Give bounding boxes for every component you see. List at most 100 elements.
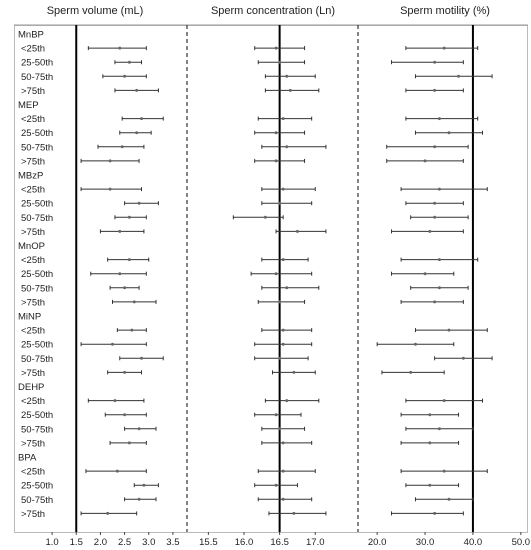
- point-estimate: [437, 187, 441, 191]
- point-estimate: [437, 117, 441, 121]
- point-estimate: [447, 131, 451, 135]
- point-estimate: [447, 497, 451, 501]
- point-estimate: [132, 300, 136, 304]
- panel-3: Sperm motility (%) 20.0 30.0 40.0 50.0: [357, 5, 531, 548]
- point-estimate: [409, 370, 413, 374]
- point-estimate: [274, 272, 278, 276]
- point-estimate: [281, 117, 285, 121]
- point-estimate: [292, 370, 296, 374]
- point-estimate: [274, 483, 278, 487]
- row-label: 25-50th: [21, 481, 53, 492]
- point-estimate: [457, 74, 461, 78]
- point-estimate: [278, 356, 282, 360]
- point-estimate: [433, 511, 437, 515]
- point-estimate: [274, 46, 278, 50]
- point-estimate: [281, 187, 285, 191]
- point-estimate: [118, 229, 122, 233]
- row-label: <25th: [21, 114, 45, 125]
- point-estimate: [285, 286, 289, 290]
- point-estimate: [278, 201, 282, 205]
- point-estimate: [437, 427, 441, 431]
- point-estimate: [120, 145, 124, 149]
- group-label: MBzP: [18, 171, 43, 182]
- point-estimate: [140, 117, 143, 121]
- point-estimate: [127, 60, 131, 64]
- row-label: 50-75th: [21, 495, 53, 506]
- tick-label: 15.5: [199, 537, 218, 548]
- point-estimate: [278, 427, 282, 431]
- point-estimate: [437, 258, 441, 262]
- row-label: 25-50th: [21, 58, 53, 69]
- point-estimate: [278, 60, 282, 64]
- point-estimate: [127, 441, 131, 445]
- point-estimate: [433, 201, 437, 205]
- row-label: 50-75th: [21, 424, 53, 435]
- point-estimate: [433, 215, 437, 219]
- point-estimate: [274, 131, 278, 135]
- point-estimate: [118, 46, 122, 50]
- point-estimate: [281, 342, 285, 346]
- row-label: 50-75th: [21, 72, 53, 83]
- point-estimate: [137, 427, 141, 431]
- point-estimate: [423, 159, 427, 163]
- point-estimate: [111, 342, 114, 346]
- plot-frame: [14, 25, 528, 533]
- tick-label: 3.0: [142, 537, 155, 548]
- row-label: >75th: [21, 438, 45, 449]
- group-label: MEP: [18, 100, 39, 111]
- group-label: MnBP: [18, 30, 44, 41]
- point-estimate: [108, 159, 112, 163]
- point-estimate: [285, 74, 289, 78]
- row-label: >75th: [21, 227, 45, 238]
- panel-2: Sperm concentration (Ln) 15.5 16.0 16.5 17.0: [186, 5, 335, 548]
- point-estimate: [423, 272, 427, 276]
- panel-title: Sperm volume (mL): [47, 5, 144, 17]
- row-label: >75th: [21, 368, 45, 379]
- point-estimate: [137, 497, 141, 501]
- point-estimate: [274, 159, 278, 163]
- tick-label: 3.5: [166, 537, 179, 548]
- tick-label: 50.0: [512, 537, 531, 548]
- point-estimate: [123, 413, 127, 417]
- row-label: 25-50th: [21, 199, 53, 210]
- point-estimate: [130, 328, 134, 332]
- point-estimate: [433, 300, 437, 304]
- point-estimate: [123, 370, 127, 374]
- point-estimate: [135, 88, 139, 92]
- point-estimate: [274, 413, 278, 417]
- point-estimate: [288, 88, 292, 92]
- panel-1: Sperm volume (mL) 1.0 1.5 2.0 2.5 3.0 3.5: [45, 5, 179, 548]
- point-estimate: [127, 258, 131, 262]
- tick-label: 2.5: [118, 537, 131, 548]
- row-label: >75th: [21, 297, 45, 308]
- point-estimate: [428, 441, 432, 445]
- row-label: 50-75th: [21, 213, 53, 224]
- point-estimate: [113, 399, 117, 403]
- row-label: <25th: [21, 185, 45, 196]
- tick-label: 16.0: [235, 537, 254, 548]
- point-estimate: [263, 215, 267, 219]
- point-estimate: [437, 286, 441, 290]
- point-estimate: [433, 60, 437, 64]
- tick-label: 30.0: [416, 537, 435, 548]
- row-label: <25th: [21, 326, 45, 337]
- point-estimate: [433, 88, 437, 92]
- point-estimate: [295, 229, 299, 233]
- point-estimate: [281, 328, 285, 332]
- point-estimate: [442, 469, 446, 473]
- row-label: >75th: [21, 509, 45, 520]
- row-labels: MnBP <25th 25-50th 50-75th >75th MEP <25th 25-5…: [18, 30, 53, 520]
- tick-label: 1.5: [70, 537, 83, 548]
- tick-label: 1.0: [45, 537, 58, 548]
- point-estimate: [442, 46, 446, 50]
- point-estimate: [135, 131, 139, 135]
- row-label: <25th: [21, 467, 45, 478]
- row-label: 50-75th: [21, 142, 53, 153]
- point-estimate: [142, 483, 146, 487]
- group-label: MnOP: [18, 241, 45, 252]
- point-estimate: [115, 469, 119, 473]
- point-estimate: [413, 342, 417, 346]
- point-estimate: [281, 497, 285, 501]
- group-label: BPA: [18, 453, 37, 464]
